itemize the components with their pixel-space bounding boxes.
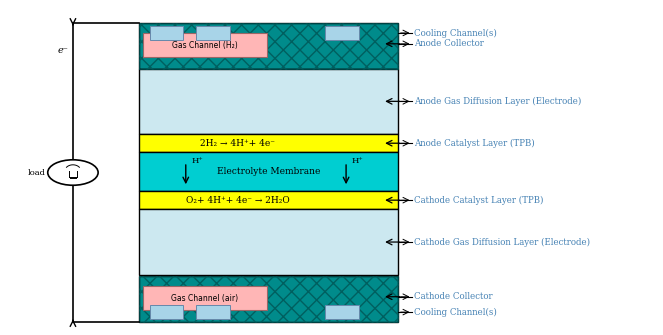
Text: Anode Gas Diffusion Layer (Electrode): Anode Gas Diffusion Layer (Electrode) (414, 97, 581, 106)
FancyBboxPatch shape (143, 34, 267, 57)
Text: Cathode Collector: Cathode Collector (414, 292, 493, 301)
Bar (196, 26, 230, 40)
Bar (326, 26, 359, 40)
Bar (139, 209, 398, 275)
Bar (196, 305, 230, 319)
Text: Anode Catalyst Layer (TPB): Anode Catalyst Layer (TPB) (414, 139, 535, 148)
Bar (139, 23, 398, 69)
Text: H⁺: H⁺ (351, 157, 363, 165)
Bar (139, 276, 398, 322)
Text: H⁺: H⁺ (191, 157, 203, 165)
Bar (150, 26, 183, 40)
Text: load: load (27, 169, 46, 177)
FancyBboxPatch shape (143, 286, 267, 310)
Text: Cathode Catalyst Layer (TPB): Cathode Catalyst Layer (TPB) (414, 196, 544, 205)
Bar (139, 152, 398, 191)
Bar (139, 23, 398, 69)
Text: O₂+ 4H⁺+ 4e⁻ → 2H₂O: O₂+ 4H⁺+ 4e⁻ → 2H₂O (186, 196, 289, 205)
Bar (139, 191, 398, 209)
Text: 2H₂ → 4H⁺+ 4e⁻: 2H₂ → 4H⁺+ 4e⁻ (200, 139, 275, 148)
Text: Cooling Channel(s): Cooling Channel(s) (414, 28, 497, 38)
Bar (150, 305, 183, 319)
Text: Electrolyte Membrane: Electrolyte Membrane (217, 167, 320, 176)
Text: Anode Collector: Anode Collector (414, 39, 484, 48)
Text: Cooling Channel(s): Cooling Channel(s) (414, 308, 497, 317)
Bar (139, 134, 398, 152)
Bar (326, 305, 359, 319)
Text: Cathode Gas Diffusion Layer (Electrode): Cathode Gas Diffusion Layer (Electrode) (414, 238, 591, 247)
Circle shape (48, 160, 98, 185)
Text: Gas Channel (H₂): Gas Channel (H₂) (172, 41, 237, 50)
Text: e⁻: e⁻ (58, 46, 68, 55)
Bar (139, 69, 398, 134)
Bar (139, 276, 398, 322)
Text: Gas Channel (air): Gas Channel (air) (171, 293, 238, 303)
